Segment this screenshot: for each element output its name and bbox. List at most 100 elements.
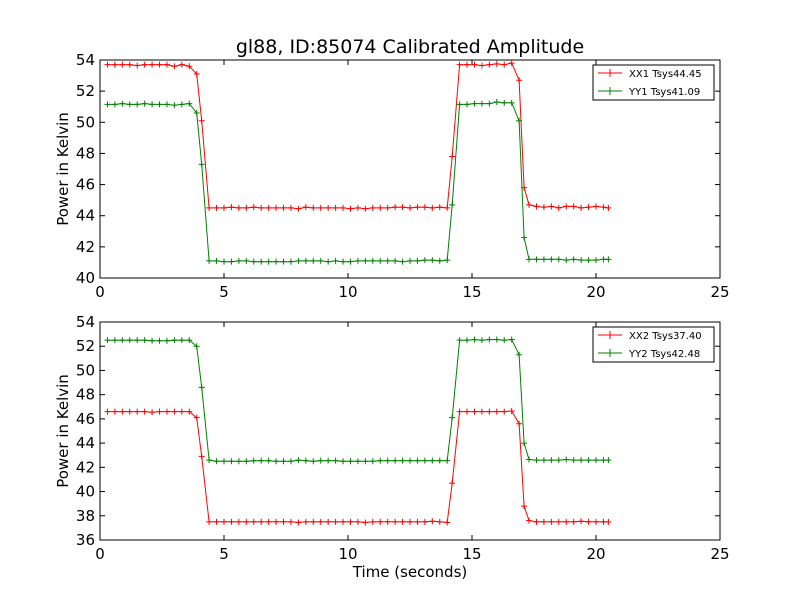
top-series-1-point-25 (287, 258, 294, 265)
bottom-series-0-point-14 (206, 518, 213, 525)
bottom-series-group (104, 336, 612, 526)
bottom-series-0-point-11 (186, 408, 193, 415)
bottom-series-1-point-26 (295, 457, 302, 464)
bottom-series-0-point-12 (193, 414, 200, 421)
top-series-0-point-30 (325, 204, 332, 211)
bottom-series-1-point-23 (273, 458, 280, 465)
bottom-series-0-point-19 (243, 518, 250, 525)
bottom-series-1-point-49 (464, 337, 471, 344)
bottom-series-0-point-48 (456, 408, 463, 415)
bottom-series-1-point-38 (384, 457, 391, 464)
top-series-1-point-60 (540, 256, 547, 263)
bottom-series-0-point-10 (178, 408, 185, 415)
bottom-series-1-point-32 (340, 458, 347, 465)
bottom-series-0-point-49 (464, 408, 471, 415)
top-series-1-point-0 (104, 101, 111, 108)
bottom-y-tick-label-48: 48 (76, 386, 95, 404)
bottom-series-0-point-40 (399, 518, 406, 525)
top-series-0-point-66 (585, 204, 592, 211)
top-plot-area (99, 59, 721, 279)
bottom-series-0-point-41 (407, 518, 413, 525)
bottom-series-line-1 (107, 339, 609, 462)
top-series-0-point-65 (578, 204, 585, 211)
top-series-0-point-53 (493, 60, 500, 67)
top-series-0-point-0 (104, 61, 111, 68)
top-series-1-point-11 (186, 100, 193, 107)
bottom-series-0-point-42 (414, 518, 421, 525)
top-series-1-point-54 (501, 99, 508, 106)
top-series-1-point-59 (533, 256, 540, 263)
top-series-0-point-46 (444, 204, 451, 211)
top-series-1-point-7 (156, 101, 163, 108)
top-series-1-point-53 (493, 99, 500, 106)
top-series-0-point-9 (171, 63, 178, 70)
top-series-0-point-50 (471, 61, 478, 68)
bottom-x-axis-label: Time (seconds) (352, 563, 468, 581)
bottom-series-0-point-25 (287, 518, 294, 525)
bottom-series-0-point-8 (163, 408, 170, 415)
bottom-series-0-point-30 (325, 518, 332, 525)
bottom-series-1-point-29 (317, 457, 324, 464)
top-series-0-point-4 (134, 62, 141, 69)
top-series-1-point-43 (421, 257, 428, 264)
bottom-series-0-point-15 (213, 518, 220, 525)
bottom-legend-label-xx2: XX2 Tsys37.40 (629, 331, 702, 342)
top-y-tick-label-48: 48 (76, 144, 95, 162)
bottom-y-tick-label-52: 52 (76, 337, 95, 355)
bottom-series-1-point-63 (563, 456, 570, 463)
bottom-series-1-point-17 (228, 458, 235, 465)
bottom-series-1-point-46 (444, 457, 451, 464)
top-chart-title: gl88, ID:85074 Calibrated Amplitude (236, 36, 584, 58)
bottom-y-tick-label-46: 46 (76, 410, 95, 428)
bottom-series-0-point-26 (295, 519, 302, 526)
bottom-series-1-point-4 (134, 337, 141, 344)
top-series-1-point-6 (149, 101, 156, 108)
bottom-series-0-point-64 (570, 518, 577, 525)
top-series-0-point-15 (213, 204, 220, 211)
top-series-0-point-27 (302, 204, 309, 211)
top-series-1-point-50 (471, 100, 478, 107)
bottom-series-1-point-14 (206, 457, 213, 464)
bottom-series-1-point-43 (421, 457, 428, 464)
top-series-1-point-62 (555, 256, 562, 263)
bottom-series-0-point-47 (449, 480, 456, 487)
bottom-y-tick-label-44: 44 (76, 434, 95, 452)
bottom-legend-label-yy2: YY2 Tsys42.48 (628, 349, 700, 360)
bottom-series-0-point-34 (354, 518, 361, 525)
bottom-series-1-point-58 (526, 456, 533, 463)
top-series-line-1 (107, 101, 609, 263)
bottom-series-0-point-63 (563, 518, 570, 525)
top-series-1-point-26 (295, 257, 302, 264)
bottom-series-0-point-46 (444, 519, 451, 526)
bottom-series-0-point-44 (429, 518, 436, 525)
top-series-1-point-44 (429, 257, 436, 264)
top-series-1-point-57 (521, 234, 528, 241)
top-series-1-point-47 (449, 201, 456, 208)
top-series-1-point-27 (302, 257, 309, 264)
bottom-series-1-point-22 (265, 457, 272, 464)
top-series-1-point-16 (221, 258, 227, 265)
bottom-panel: Power in Kelvin Time (seconds) 0 5 10 15 20 2… (54, 313, 730, 581)
top-y-tick-label-54: 54 (76, 51, 95, 69)
bottom-series-0-point-21 (258, 518, 265, 525)
bottom-series-1-point-64 (570, 457, 577, 464)
bottom-series-1-point-16 (221, 458, 227, 465)
top-legend-label-xx1: XX1 Tsys44.45 (629, 69, 702, 80)
bottom-series-0-point-61 (548, 518, 555, 525)
bottom-series-1-point-25 (287, 458, 294, 465)
bottom-series-0-point-13 (198, 453, 205, 460)
bottom-series-1-point-24 (280, 458, 287, 465)
bottom-series-1-point-1 (111, 337, 118, 344)
bottom-y-tick-label-36: 36 (76, 531, 95, 549)
top-series-line-0 (107, 62, 609, 210)
bottom-series-1-point-41 (407, 457, 413, 464)
top-series-0-point-23 (273, 204, 280, 211)
top-series-1-point-37 (377, 257, 384, 264)
bottom-legend: XX2 Tsys37.40 YY2 Tsys42.48 (592, 326, 715, 363)
top-series-0-point-38 (384, 204, 391, 211)
top-series-0-point-5 (141, 61, 148, 68)
top-series-1-point-49 (464, 101, 471, 108)
top-series-0-point-29 (317, 204, 324, 211)
top-series-1-point-56 (516, 117, 523, 124)
